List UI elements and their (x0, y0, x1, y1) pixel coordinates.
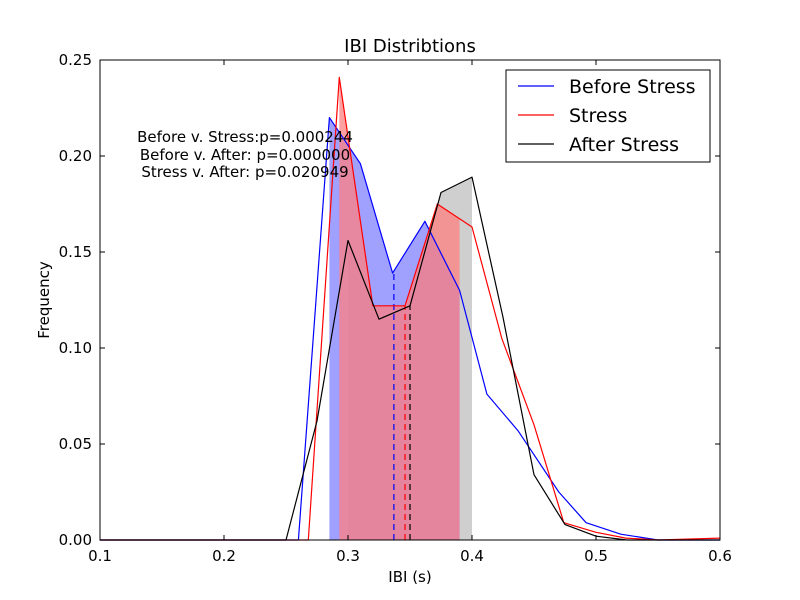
annotation-before-vs-stress: Before v. Stress:p=0.000244 (137, 128, 353, 146)
interval-fills (329, 77, 472, 541)
y-tick-label: 0.15 (59, 243, 92, 261)
fill-stress (339, 77, 460, 541)
median-lines (393, 271, 411, 540)
legend: Before Stress Stress After Stress (505, 69, 711, 163)
line-after-stress (100, 176, 720, 541)
p-value-annotations: Before v. Stress:p=0.000244 Before v. Af… (137, 128, 353, 181)
x-axis-label: IBI (s) (388, 568, 431, 586)
legend-box (505, 69, 711, 163)
y-axis-label: Frequency (35, 261, 53, 339)
axis-ticks: 0.1 0.2 0.3 0.4 0.5 0.6 0.00 0.05 0.10 0.15 0.20 0.… (59, 51, 732, 565)
chart-title: IBI Distribtions (344, 36, 476, 57)
line-before-stress (100, 117, 720, 541)
legend-label-stress: Stress (569, 105, 627, 127)
annotation-stress-vs-after: Stress v. After: p=0.020949 (141, 163, 348, 181)
legend-label-before-stress: Before Stress (569, 76, 696, 98)
y-tick-label: 0.25 (59, 51, 92, 69)
x-tick-label: 0.5 (584, 547, 608, 565)
plot-frame (99, 59, 721, 541)
annotation-before-vs-after: Before v. After: p=0.000000 (140, 146, 350, 164)
x-tick-label: 0.2 (212, 547, 236, 565)
y-tick-label: 0.20 (59, 147, 92, 165)
x-tick-label: 0.4 (460, 547, 484, 565)
line-stress (100, 76, 721, 541)
legend-label-after-stress: After Stress (569, 134, 679, 156)
x-tick-label: 0.6 (708, 547, 732, 565)
x-tick-label: 0.1 (88, 547, 112, 565)
x-tick-label: 0.3 (336, 547, 360, 565)
y-tick-label: 0.05 (59, 435, 92, 453)
y-tick-label: 0.10 (59, 339, 92, 357)
series-lines (100, 76, 721, 541)
y-tick-label: 0.00 (59, 531, 92, 549)
